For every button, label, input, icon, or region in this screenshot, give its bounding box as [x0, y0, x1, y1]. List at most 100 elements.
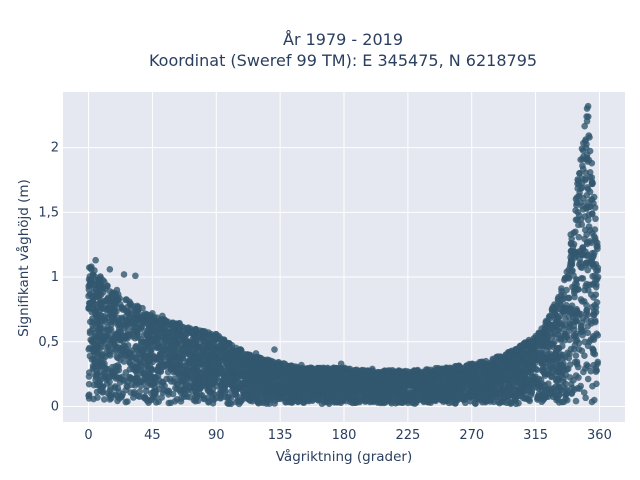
- data-point: [574, 216, 581, 223]
- data-point: [99, 299, 106, 307]
- data-point: [107, 346, 115, 354]
- data-point: [93, 310, 101, 318]
- data-point: [590, 308, 598, 316]
- data-point: [582, 261, 590, 269]
- chart-title-line-1: År 1979 - 2019: [283, 30, 403, 49]
- data-point: [109, 315, 117, 322]
- data-point: [196, 369, 203, 377]
- data-point: [563, 390, 570, 397]
- data-point: [100, 396, 108, 403]
- data-point: [233, 382, 241, 390]
- data-point: [245, 363, 253, 371]
- data-point: [218, 368, 225, 376]
- data-point: [300, 389, 307, 396]
- data-point: [456, 371, 463, 379]
- data-point: [154, 344, 162, 351]
- data-point: [566, 374, 574, 381]
- data-point: [101, 370, 109, 377]
- data-point: [274, 359, 282, 367]
- data-point: [327, 389, 334, 396]
- data-point: [550, 388, 558, 395]
- data-point: [124, 378, 132, 385]
- data-point: [572, 207, 579, 214]
- data-point: [114, 321, 122, 329]
- data-point: [527, 356, 535, 364]
- data-point: [233, 368, 240, 376]
- data-point: [570, 240, 578, 248]
- data-point: [577, 199, 585, 206]
- data-point: [86, 273, 94, 280]
- data-point: [118, 303, 125, 311]
- data-point: [387, 395, 395, 403]
- data-point: [93, 388, 101, 396]
- data-point: [568, 267, 576, 275]
- data-point: [113, 330, 120, 337]
- data-point: [420, 385, 428, 393]
- data-point: [578, 326, 585, 334]
- data-point: [85, 304, 93, 312]
- data-point: [168, 378, 175, 385]
- data-point: [111, 335, 118, 343]
- data-point: [131, 334, 139, 342]
- data-point: [346, 384, 354, 392]
- data-point: [592, 215, 599, 223]
- data-point: [563, 286, 570, 294]
- data-point: [214, 334, 222, 341]
- data-point: [134, 392, 142, 400]
- data-point: [302, 366, 310, 373]
- data-point: [535, 385, 542, 392]
- data-point: [239, 384, 246, 391]
- data-points: [85, 102, 602, 408]
- data-point: [101, 339, 108, 347]
- data-point: [538, 398, 546, 406]
- data-point: [590, 361, 597, 369]
- data-point: [576, 169, 583, 177]
- data-point: [581, 352, 588, 360]
- data-point: [584, 375, 592, 383]
- data-point: [581, 122, 588, 130]
- data-point: [169, 365, 176, 372]
- data-point: [509, 383, 517, 391]
- data-point: [563, 305, 571, 313]
- data-point: [108, 363, 116, 371]
- data-point: [542, 363, 550, 371]
- data-point: [233, 376, 240, 384]
- data-point: [341, 371, 349, 378]
- data-point: [570, 287, 578, 295]
- data-point: [587, 291, 595, 298]
- data-point: [585, 156, 593, 164]
- data-point: [578, 319, 586, 327]
- data-point: [153, 374, 160, 381]
- data-point: [208, 345, 215, 353]
- data-point: [575, 233, 583, 241]
- data-point: [583, 231, 590, 238]
- data-point: [104, 297, 112, 305]
- data-point: [150, 379, 158, 387]
- data-point: [557, 362, 565, 369]
- data-point: [544, 334, 552, 342]
- data-point: [554, 330, 561, 338]
- data-point: [186, 393, 194, 401]
- data-point: [224, 394, 231, 401]
- data-point: [424, 375, 432, 383]
- data-point: [107, 395, 115, 402]
- data-point: [351, 376, 359, 384]
- data-point: [374, 392, 382, 399]
- data-point: [525, 346, 533, 354]
- data-point: [284, 396, 291, 404]
- data-point: [404, 394, 412, 402]
- data-point: [179, 362, 186, 369]
- data-point: [580, 389, 588, 396]
- data-point: [121, 324, 128, 332]
- data-point: [272, 383, 279, 391]
- data-point: [132, 350, 139, 357]
- data-point: [564, 365, 572, 373]
- data-point: [194, 397, 202, 405]
- data-point: [421, 368, 429, 376]
- data-point: [589, 345, 596, 352]
- data-point: [177, 398, 185, 405]
- data-point: [300, 372, 308, 380]
- data-point: [169, 344, 176, 351]
- data-point: [143, 330, 150, 338]
